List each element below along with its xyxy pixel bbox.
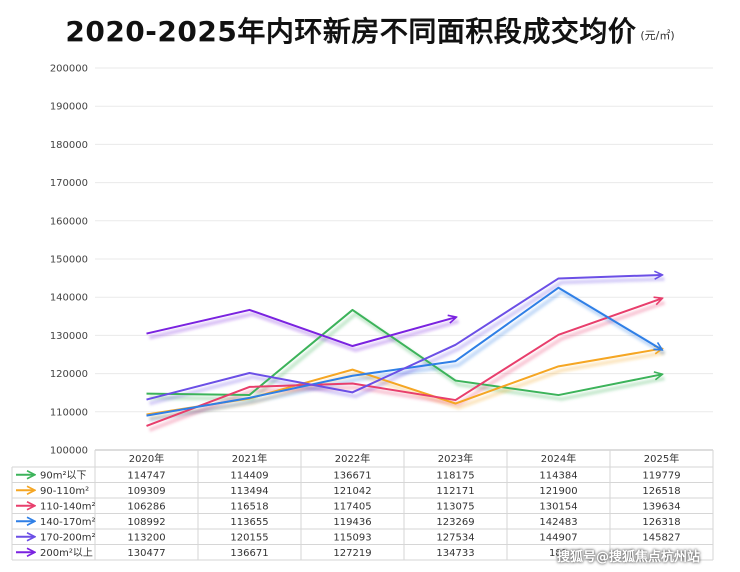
data-label: 127534 xyxy=(436,532,474,543)
data-label: 118175 xyxy=(436,470,474,481)
data-label: 113075 xyxy=(436,501,474,512)
data-label: 144907 xyxy=(539,532,577,543)
legend-label: 90-110m² xyxy=(40,486,89,497)
data-label: 145827 xyxy=(642,532,680,543)
data-label: 142483 xyxy=(539,517,577,528)
data-label: 113200 xyxy=(127,532,165,543)
y-tick-label: 100000 xyxy=(50,446,88,457)
y-tick-label: 190000 xyxy=(50,102,88,113)
y-tick-label: 180000 xyxy=(50,140,88,151)
legend-label: 170-200m² xyxy=(40,532,96,543)
series-line xyxy=(146,308,662,397)
data-label: 130477 xyxy=(127,548,165,559)
data-label: 136671 xyxy=(230,548,268,559)
data-label: 126318 xyxy=(642,517,680,528)
data-label: 121900 xyxy=(539,486,577,497)
series-shadow xyxy=(149,311,665,402)
data-label: 120155 xyxy=(230,532,268,543)
y-tick-label: 160000 xyxy=(50,216,88,227)
data-label: 119436 xyxy=(333,517,371,528)
category-label: 2022年 xyxy=(335,452,370,465)
series-line xyxy=(146,275,662,401)
y-tick-label: 140000 xyxy=(50,293,88,304)
category-label: 2025年 xyxy=(644,452,679,465)
data-label: 116518 xyxy=(230,501,268,512)
data-label: 114409 xyxy=(230,470,268,481)
data-label: 114384 xyxy=(539,470,577,481)
series-shadow xyxy=(149,311,460,353)
y-tick-label: 110000 xyxy=(50,407,88,418)
series-line xyxy=(146,308,456,348)
series-line xyxy=(146,349,662,416)
data-label: 123269 xyxy=(436,517,474,528)
y-tick-label: 150000 xyxy=(50,255,88,266)
data-label: 109309 xyxy=(127,486,165,497)
data-label: 113494 xyxy=(230,486,268,497)
data-label: 130154 xyxy=(539,501,577,512)
series-line xyxy=(146,299,662,427)
y-tick-label: 170000 xyxy=(50,178,88,189)
series-shadow xyxy=(148,300,666,432)
watermark: 搜狐号@搜狐焦点杭州站 xyxy=(557,550,701,565)
data-label: 108992 xyxy=(127,517,165,528)
category-label: 2021年 xyxy=(232,452,267,465)
legend-label: 110-140m² xyxy=(40,501,96,512)
data-label: 127219 xyxy=(333,548,371,559)
data-label: 117405 xyxy=(333,501,371,512)
category-label: 2020年 xyxy=(129,452,164,465)
y-tick-label: 200000 xyxy=(50,64,88,75)
chart-title-wrap: 2020-2025年内环新房不同面积段成交均价 (元/㎡) xyxy=(0,10,740,50)
data-label: 126518 xyxy=(642,486,680,497)
data-label: 182 xyxy=(549,548,568,559)
category-label: 2024年 xyxy=(541,452,576,465)
data-label: 121042 xyxy=(333,486,371,497)
legend-label: 200m²以上 xyxy=(40,547,93,559)
data-label: 113655 xyxy=(230,517,268,528)
unit-label: (元/㎡) xyxy=(640,29,675,42)
data-label: 139634 xyxy=(642,501,680,512)
data-label: 119779 xyxy=(642,470,680,481)
chart-title: 2020-2025年内环新房不同面积段成交均价 xyxy=(65,15,637,48)
data-label: 134733 xyxy=(436,548,474,559)
data-label: 115093 xyxy=(333,532,371,543)
legend-label: 140-170m² xyxy=(40,517,96,528)
data-label: 114747 xyxy=(127,470,165,481)
series-shadow xyxy=(149,276,665,406)
category-label: 2023年 xyxy=(438,452,473,465)
y-tick-label: 120000 xyxy=(50,369,88,380)
y-tick-label: 130000 xyxy=(50,331,88,342)
data-label: 106286 xyxy=(127,501,165,512)
data-label: 136671 xyxy=(333,470,371,481)
legend-label: 90m²以下 xyxy=(40,470,86,481)
data-label: 112171 xyxy=(436,486,474,497)
